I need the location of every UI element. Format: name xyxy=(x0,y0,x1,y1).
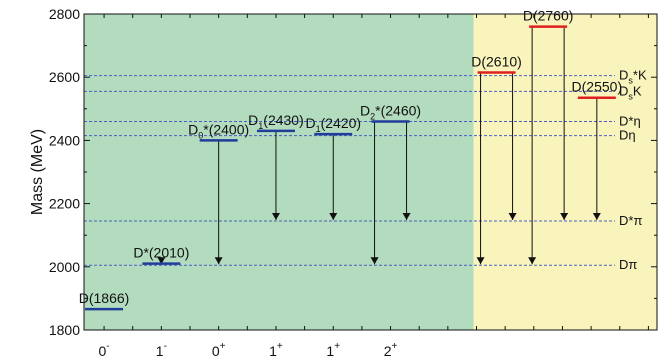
jp-parity: + xyxy=(277,341,283,352)
mass-level-label: D(2550) xyxy=(572,79,623,95)
y-tick-label: 1800 xyxy=(49,322,80,338)
threshold-label-main: D xyxy=(619,83,628,98)
mass-level-label-main: D xyxy=(248,112,258,128)
background-regions xyxy=(84,14,657,330)
mass-level-label: D(2760) xyxy=(523,8,574,24)
y-tick-label: 2000 xyxy=(49,259,80,275)
threshold-label-sub: s xyxy=(628,91,633,101)
jp-parity: + xyxy=(392,341,398,352)
mass-level-label-main: D xyxy=(305,115,315,131)
jp-parity: - xyxy=(106,341,109,352)
threshold-label-main: D xyxy=(619,128,628,143)
mass-level-label-main: D(2760) xyxy=(523,8,574,24)
mass-level-label: D1(2430) xyxy=(248,112,304,131)
mass-level-label-main: D xyxy=(188,121,198,137)
x-category-label: 0- xyxy=(98,341,109,359)
threshold-label: DsK xyxy=(619,83,642,101)
jp-parity: + xyxy=(334,341,340,352)
threshold-label-rest: η xyxy=(633,113,640,128)
mass-level-label-rest: (2430) xyxy=(263,112,303,128)
mass-level-label-main: D(2550) xyxy=(572,79,623,95)
jp-parity: + xyxy=(220,341,226,352)
threshold-label-rest: π xyxy=(633,213,642,228)
threshold-label-rest: K xyxy=(633,83,642,98)
jp-spin: 0 xyxy=(98,343,106,359)
mass-level-label-rest: *(2460) xyxy=(375,102,421,118)
mass-level-label-sub: 1 xyxy=(258,121,263,131)
threshold-label-main: D xyxy=(619,257,628,272)
mass-level-label-main: D xyxy=(360,102,370,118)
jp-spin: 1 xyxy=(156,343,164,359)
mass-level-label: D*(2010) xyxy=(133,245,189,261)
threshold-label-rest: *K xyxy=(633,68,647,83)
mass-level-label-rest: (2420) xyxy=(321,115,361,131)
threshold-label: D*π xyxy=(619,213,642,228)
mass-level-label: D(2610) xyxy=(471,53,522,69)
threshold-label: Dπ xyxy=(619,257,637,272)
y-tick-label: 2200 xyxy=(49,196,80,212)
threshold-label-main: D xyxy=(619,68,628,83)
mass-level-label: D(1866) xyxy=(79,290,130,306)
x-category-label: 1+ xyxy=(269,341,283,359)
x-category-label: 1- xyxy=(156,341,167,359)
mass-level-label-main: D(1866) xyxy=(79,290,130,306)
x-category-label: 2+ xyxy=(384,341,398,359)
mass-level-label-main: D(2610) xyxy=(471,53,522,69)
mass-level-label: D1(2420) xyxy=(305,115,361,134)
threshold-label-rest: π xyxy=(628,257,637,272)
mass-level-label-main: D*(2010) xyxy=(133,245,189,261)
mass-level-label: D0*(2400) xyxy=(188,121,249,140)
region-new-states xyxy=(473,14,657,330)
y-tick-label: 2600 xyxy=(49,69,80,85)
threshold-label-sub: s xyxy=(628,76,633,86)
threshold-label: Ds*K xyxy=(619,68,647,86)
jp-spin: 1 xyxy=(326,343,334,359)
y-axis-title: Mass (MeV) xyxy=(29,129,46,215)
mass-level-label-sub: 0 xyxy=(198,130,203,140)
x-category-label: 0+ xyxy=(212,341,226,359)
jp-parity: - xyxy=(164,341,167,352)
region-established-states xyxy=(84,14,474,330)
mass-level-label-rest: *(2400) xyxy=(203,121,249,137)
y-tick-label: 2800 xyxy=(49,6,80,22)
mass-level-label-sub: 2 xyxy=(370,111,375,121)
threshold-label-rest: η xyxy=(628,128,635,143)
mass-level-label-sub: 1 xyxy=(316,124,321,134)
jp-spin: 1 xyxy=(269,343,277,359)
y-tick-label: 2400 xyxy=(49,132,80,148)
threshold-label-main: D* xyxy=(619,113,633,128)
decay-arrows xyxy=(157,26,601,265)
threshold-label: Dη xyxy=(619,128,636,143)
threshold-label: D*η xyxy=(619,113,641,128)
x-category-label: 1+ xyxy=(326,341,340,359)
mass-level-label: D2*(2460) xyxy=(360,102,421,121)
jp-spin: 2 xyxy=(384,343,392,359)
threshold-label-main: D* xyxy=(619,213,633,228)
jp-spin: 0 xyxy=(212,343,220,359)
mass-levels: D(1866)D*(2010)D0*(2400)D1(2430) D1(2420)… xyxy=(79,8,623,311)
